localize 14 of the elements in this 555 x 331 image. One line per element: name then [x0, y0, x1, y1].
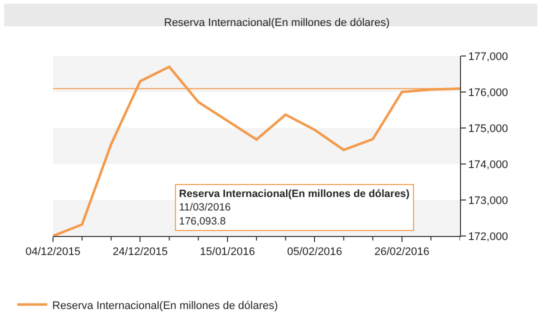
legend-label: Reserva Internacional(En millones de dólares) — [52, 300, 278, 312]
x-tick-label: 04/12/2015 — [25, 246, 81, 258]
y-tick-label: 177,000 — [468, 50, 508, 63]
y-tick-label: 175,000 — [468, 122, 508, 135]
x-tick-label: 05/02/2016 — [287, 246, 342, 258]
y-tick-label: 173,000 — [468, 194, 508, 207]
annotation: Reserva Internacional(En millones de dólares) 11/03/2016 176,093.8 — [179, 188, 410, 228]
x-tick-label: 24/12/2015 — [112, 246, 168, 258]
y-tick-label: 174,000 — [468, 158, 508, 171]
x-tick-label: 26/02/2016 — [374, 246, 430, 258]
chart-title: Reserva Internacional(En millones de dólares) — [164, 17, 390, 29]
y-tick-label: 172,000 — [468, 230, 508, 243]
y-tick-label: 176,000 — [468, 86, 508, 99]
x-tick-label: 15/01/2016 — [200, 246, 255, 258]
